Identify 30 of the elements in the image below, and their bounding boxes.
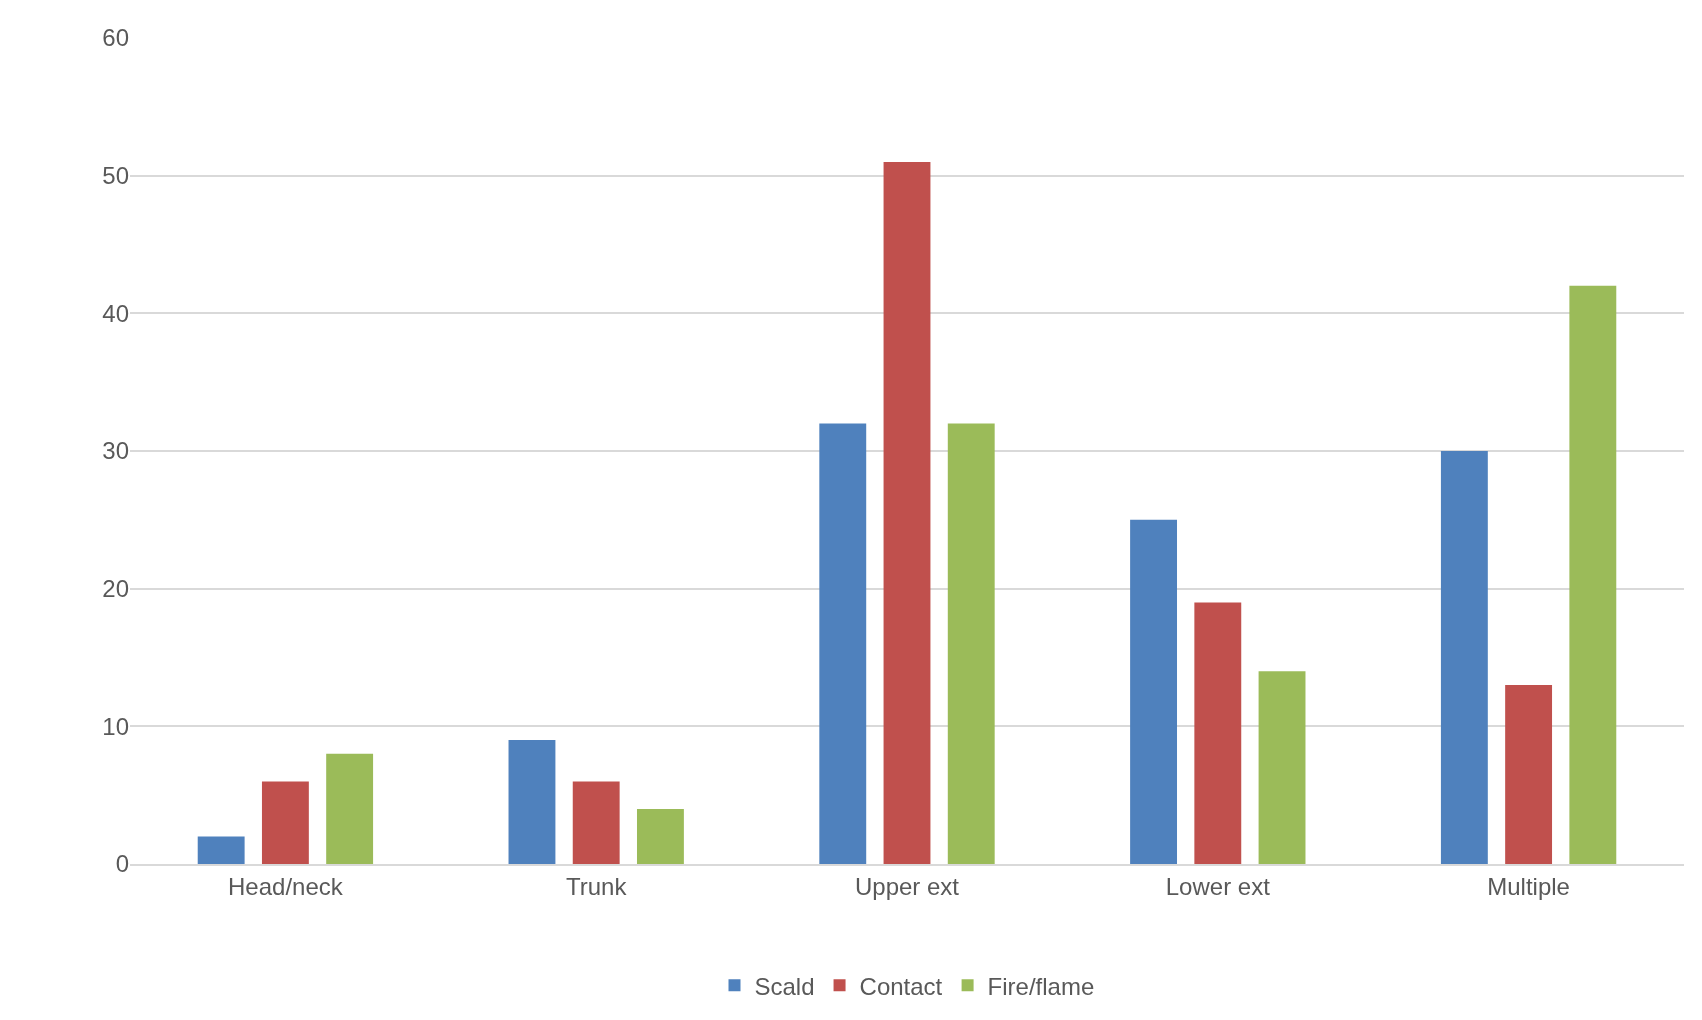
legend-label: Fire/flame: [987, 972, 1095, 1000]
y-tick-label: 60: [102, 24, 129, 52]
bar: [1569, 285, 1617, 864]
y-tick-label: 30: [102, 437, 129, 465]
bar: [819, 423, 867, 864]
bar: [508, 740, 556, 864]
y-tick-label: 10: [102, 712, 129, 740]
bar: [636, 808, 684, 864]
bar: [1258, 671, 1306, 864]
y-tick-label: 0: [115, 850, 129, 878]
bar: [883, 161, 931, 864]
legend-label: Scald: [754, 972, 815, 1000]
bar: [572, 781, 620, 864]
bar: [1440, 451, 1488, 864]
x-tick-label: Multiple: [1487, 872, 1570, 900]
x-tick-label: Trunk: [565, 872, 628, 900]
bar: [1130, 519, 1178, 864]
x-tick-label: Lower ext: [1165, 872, 1271, 900]
bar: [261, 781, 309, 864]
y-tick-label: 40: [102, 299, 129, 327]
x-tick-label: Upper ext: [854, 872, 960, 900]
y-tick-label: 20: [102, 575, 129, 603]
bar: [1505, 685, 1553, 864]
bar: [947, 423, 995, 864]
bar: [197, 836, 245, 864]
bar: [326, 753, 374, 864]
legend-label: Contact: [859, 972, 943, 1000]
x-tick-label: Head/neck: [228, 872, 344, 900]
bar: [1194, 602, 1242, 864]
y-tick-label: 50: [102, 162, 129, 190]
